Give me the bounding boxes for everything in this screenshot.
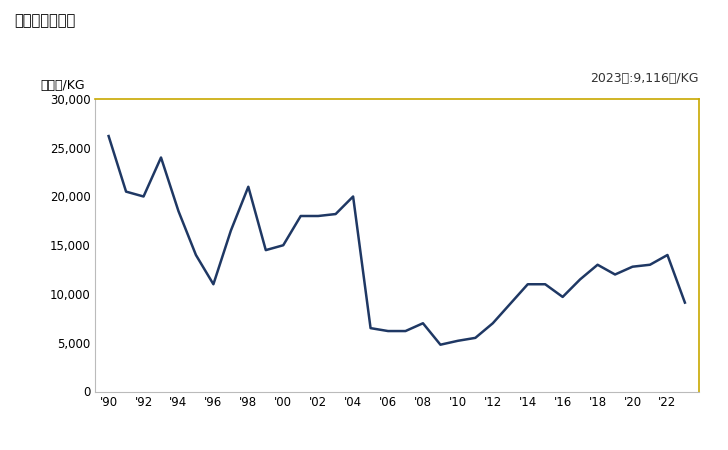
Text: 単位円/KG: 単位円/KG <box>40 78 85 91</box>
Text: 輸入価格の推移: 輸入価格の推移 <box>15 14 76 28</box>
Text: 2023年:9,116円/KG: 2023年:9,116円/KG <box>590 72 699 86</box>
